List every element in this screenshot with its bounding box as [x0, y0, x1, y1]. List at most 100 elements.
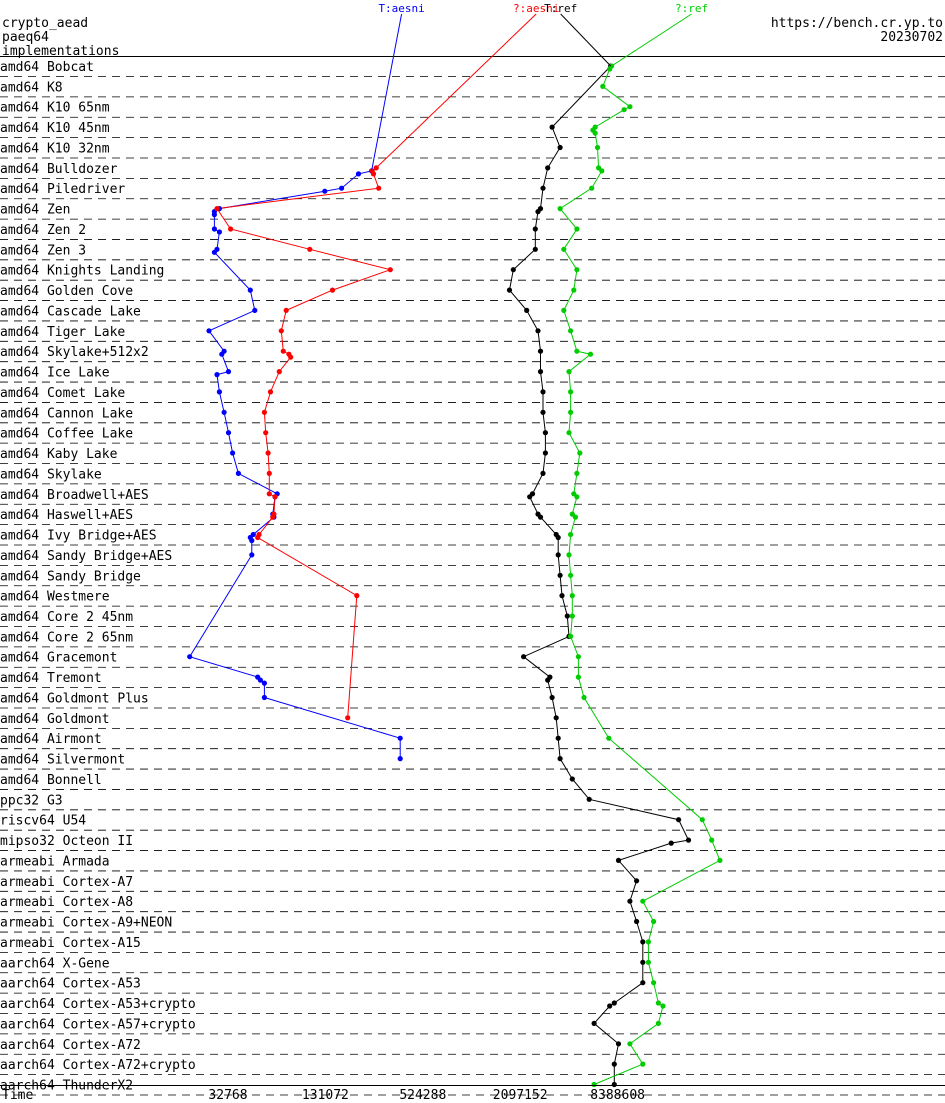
data-point	[651, 918, 657, 925]
data-point	[592, 130, 598, 136]
data-point	[575, 674, 582, 680]
data-point	[252, 307, 258, 313]
data-point	[540, 185, 546, 191]
series-points	[187, 63, 723, 1088]
row-label: aarch64 X-Gene	[0, 956, 110, 971]
x-tick-label: 524288	[399, 1088, 446, 1103]
data-point	[535, 328, 541, 334]
data-point	[621, 107, 627, 113]
data-point	[267, 389, 274, 395]
data-point	[545, 165, 551, 171]
row-label: amd64 Gracemont	[0, 651, 117, 666]
data-point	[615, 857, 622, 864]
data-point	[272, 494, 278, 500]
data-point	[549, 124, 555, 130]
data-point	[574, 267, 580, 273]
data-point	[589, 185, 595, 191]
row-label: amd64 Skylake	[0, 467, 102, 482]
row-label: amd64 Tiger Lake	[0, 325, 125, 340]
data-point	[216, 229, 222, 235]
row-label: amd64 Skylake+512x2	[0, 345, 149, 360]
data-point	[600, 83, 606, 89]
data-point	[376, 185, 382, 191]
data-point	[574, 470, 580, 476]
row-label: amd64 Core 2 65nm	[0, 630, 133, 645]
data-point	[640, 939, 646, 945]
data-point	[557, 756, 563, 762]
data-point	[355, 171, 362, 177]
header-url: https://bench.cr.yp.to	[771, 16, 943, 31]
data-point	[581, 694, 587, 701]
data-point	[561, 246, 567, 252]
data-point	[542, 430, 549, 436]
row-label: amd64 Broadwell+AES	[0, 488, 149, 503]
data-point	[586, 796, 592, 802]
data-point	[527, 494, 533, 500]
row-label: amd64 Knights Landing	[0, 264, 164, 279]
data-point	[599, 168, 605, 174]
row-label: amd64 Comet Lake	[0, 386, 125, 401]
data-point	[510, 267, 516, 273]
header-implementations: implementations	[2, 44, 119, 59]
row-label: amd64 Bobcat	[0, 60, 94, 75]
data-point	[370, 171, 377, 177]
data-point	[345, 715, 351, 721]
data-point	[283, 307, 289, 313]
row-label: amd64 Golden Cove	[0, 284, 133, 299]
data-point	[537, 369, 544, 375]
data-point	[607, 1003, 613, 1009]
data-point	[537, 514, 544, 520]
series-line	[508, 65, 690, 1085]
data-point	[257, 677, 263, 683]
data-point	[555, 552, 561, 558]
data-point	[566, 430, 572, 436]
data-point	[569, 776, 575, 782]
data-point	[699, 817, 705, 823]
data-point	[339, 185, 345, 191]
row-label: mipso32 Octeon II	[0, 834, 133, 849]
header-subtitle: paeq64	[2, 30, 49, 45]
data-point	[397, 735, 403, 741]
data-point	[634, 918, 640, 925]
data-point	[225, 430, 232, 436]
data-point	[640, 980, 646, 986]
data-point	[627, 104, 633, 110]
data-point	[553, 715, 559, 721]
data-point	[591, 1020, 597, 1026]
row-label: amd64 K8	[0, 80, 63, 95]
data-point	[634, 878, 640, 884]
data-point	[266, 491, 272, 497]
data-point	[572, 514, 579, 520]
data-point	[615, 1041, 622, 1047]
row-label: amd64 Haswell+AES	[0, 508, 133, 523]
data-point	[535, 209, 541, 215]
data-point	[569, 593, 575, 599]
data-point	[329, 287, 336, 293]
data-point	[265, 450, 271, 456]
data-point	[276, 369, 282, 375]
data-point	[566, 369, 572, 375]
data-point	[655, 1020, 662, 1026]
data-point	[214, 372, 220, 378]
data-point	[266, 470, 272, 476]
data-point	[280, 348, 286, 354]
data-point	[568, 328, 574, 334]
data-point	[611, 1081, 617, 1088]
header: crypto_aead paeq64 implementations https…	[2, 16, 943, 59]
data-point	[611, 1061, 617, 1067]
row-label: armeabi Cortex-A8	[0, 895, 133, 910]
row-label: armeabi Armada	[0, 854, 110, 869]
data-point	[676, 817, 682, 823]
data-point	[216, 389, 222, 395]
data-point	[594, 144, 601, 151]
data-point	[577, 450, 583, 456]
data-point	[568, 572, 574, 578]
data-point	[591, 1081, 597, 1088]
data-point	[627, 898, 633, 904]
x-axis-label: Time	[2, 1088, 33, 1103]
row-label: amd64 K10 32nm	[0, 141, 110, 156]
data-point	[211, 249, 217, 255]
data-point	[559, 593, 565, 599]
row-label: armeabi Cortex-A9+NEON	[0, 916, 172, 931]
data-point	[235, 470, 241, 476]
